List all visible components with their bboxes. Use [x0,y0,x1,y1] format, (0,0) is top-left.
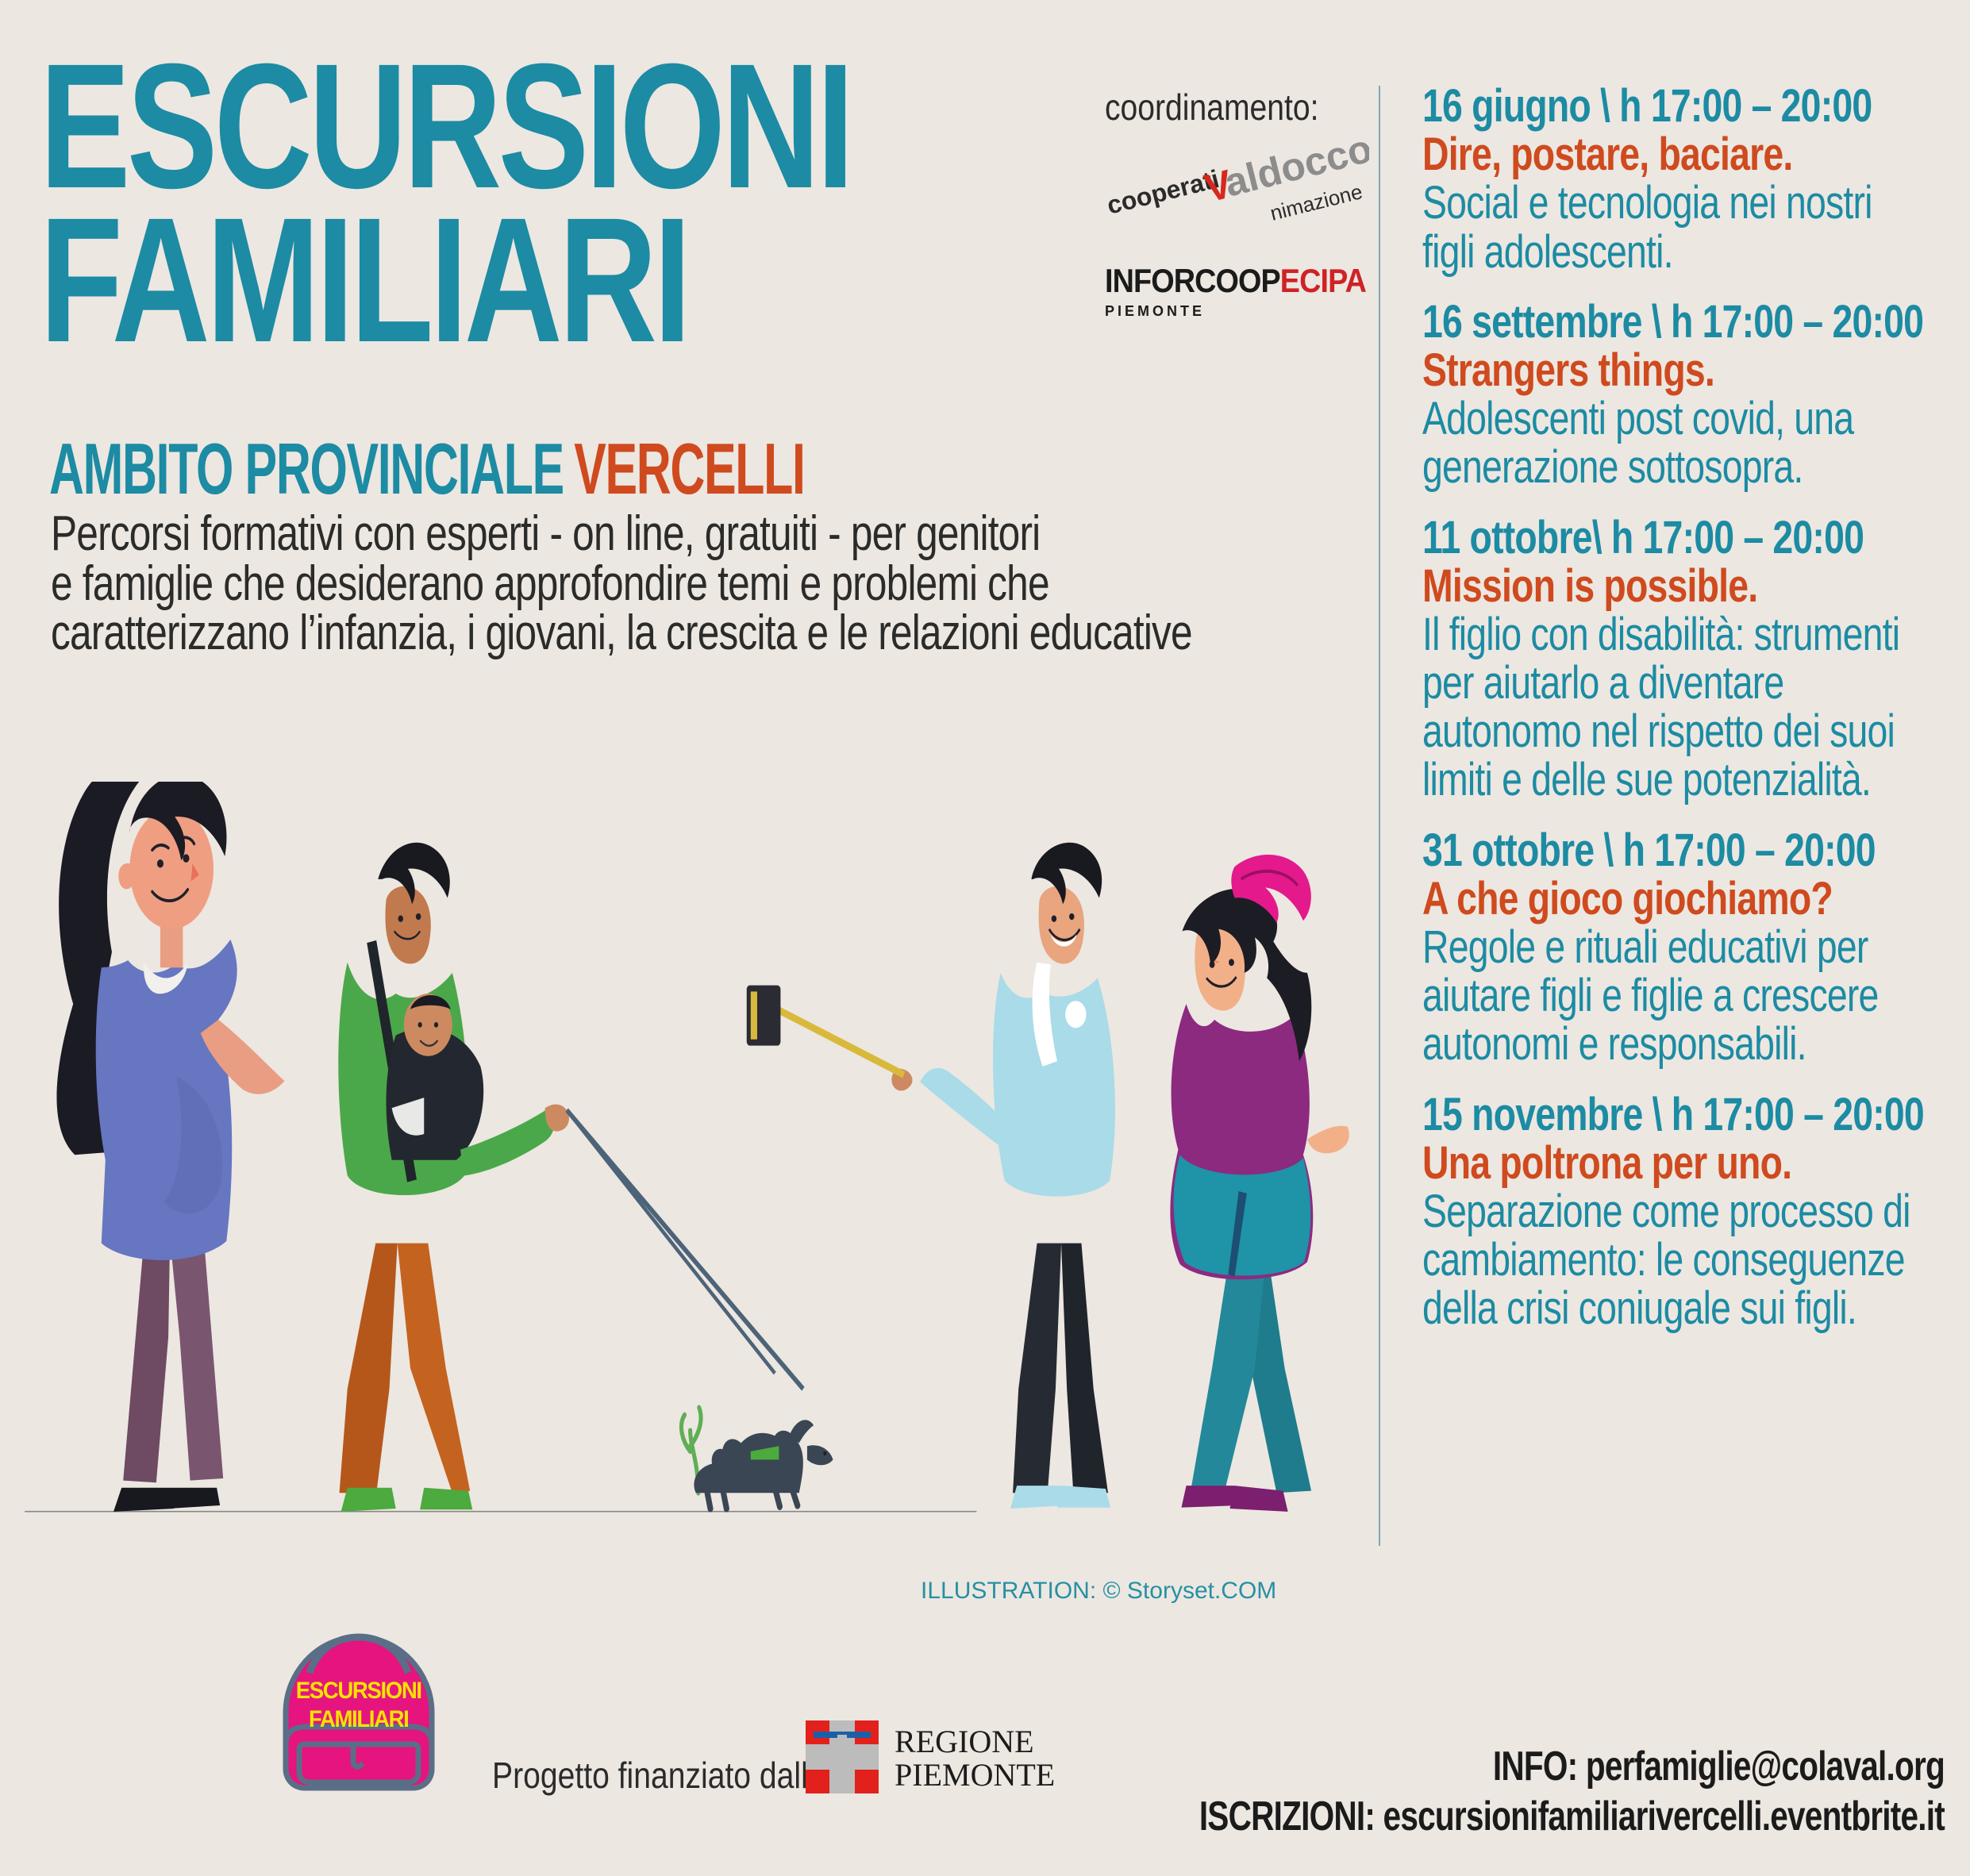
svg-text:ESCURSIONI: ESCURSIONI [296,1678,421,1704]
svg-text:FAMILIARI: FAMILIARI [309,1706,409,1732]
